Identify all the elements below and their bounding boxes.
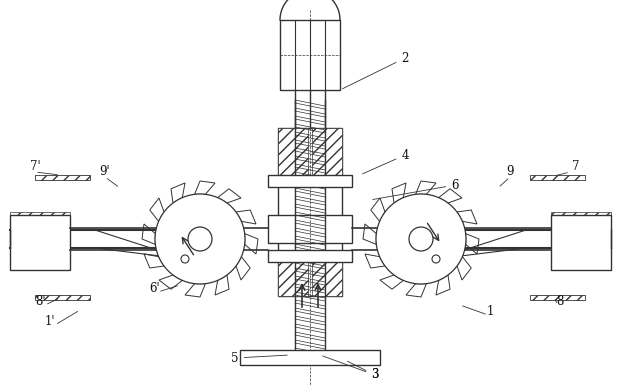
Polygon shape <box>457 210 477 224</box>
Polygon shape <box>530 175 585 180</box>
Text: 3: 3 <box>348 361 379 381</box>
Text: 2: 2 <box>343 51 409 89</box>
Polygon shape <box>142 224 155 244</box>
Text: 9': 9' <box>100 165 111 178</box>
Polygon shape <box>551 268 611 270</box>
Polygon shape <box>171 183 185 203</box>
Polygon shape <box>365 254 385 268</box>
Circle shape <box>432 255 440 263</box>
Polygon shape <box>236 257 250 280</box>
Polygon shape <box>150 198 164 221</box>
Bar <box>278 128 308 178</box>
Text: 1: 1 <box>486 305 494 318</box>
Bar <box>551 215 611 270</box>
Polygon shape <box>466 234 479 254</box>
Polygon shape <box>436 275 450 295</box>
Circle shape <box>376 194 466 284</box>
Text: 6': 6' <box>150 282 160 295</box>
Polygon shape <box>245 234 258 254</box>
Bar <box>278 256 308 296</box>
Polygon shape <box>380 275 403 289</box>
Polygon shape <box>218 189 241 203</box>
Polygon shape <box>10 212 70 215</box>
Text: 5: 5 <box>231 352 288 365</box>
Polygon shape <box>406 284 427 297</box>
Polygon shape <box>415 181 436 194</box>
Polygon shape <box>215 275 229 295</box>
Text: 3: 3 <box>323 356 379 381</box>
Bar <box>10 215 70 270</box>
Polygon shape <box>392 183 406 203</box>
Text: 1': 1' <box>45 315 55 328</box>
Polygon shape <box>457 257 471 280</box>
Bar <box>280 20 340 90</box>
Polygon shape <box>194 181 215 194</box>
Text: 8': 8' <box>35 295 45 308</box>
Bar <box>278 178 342 256</box>
Bar <box>278 256 342 296</box>
Bar <box>240 350 380 365</box>
Circle shape <box>181 255 189 263</box>
Text: 6: 6 <box>373 178 459 200</box>
Circle shape <box>155 194 245 284</box>
Bar <box>268 250 352 262</box>
Bar <box>278 128 342 178</box>
Polygon shape <box>144 254 164 268</box>
Text: 4: 4 <box>363 149 409 174</box>
Polygon shape <box>371 198 385 221</box>
Polygon shape <box>530 295 585 300</box>
Bar <box>312 256 342 296</box>
Polygon shape <box>35 175 90 180</box>
Text: 7: 7 <box>572 160 580 173</box>
Text: 7': 7' <box>30 160 40 173</box>
Polygon shape <box>236 210 256 224</box>
Circle shape <box>188 227 212 251</box>
Bar <box>312 128 342 178</box>
Polygon shape <box>438 189 462 203</box>
Text: 8: 8 <box>556 295 564 308</box>
Bar <box>268 215 352 243</box>
Polygon shape <box>35 295 90 300</box>
Polygon shape <box>551 212 611 215</box>
Circle shape <box>409 227 433 251</box>
Polygon shape <box>159 275 183 289</box>
Bar <box>268 175 352 187</box>
Polygon shape <box>185 284 206 297</box>
Polygon shape <box>363 224 376 244</box>
Text: 9: 9 <box>506 165 514 178</box>
Polygon shape <box>240 350 380 355</box>
Polygon shape <box>10 268 70 270</box>
